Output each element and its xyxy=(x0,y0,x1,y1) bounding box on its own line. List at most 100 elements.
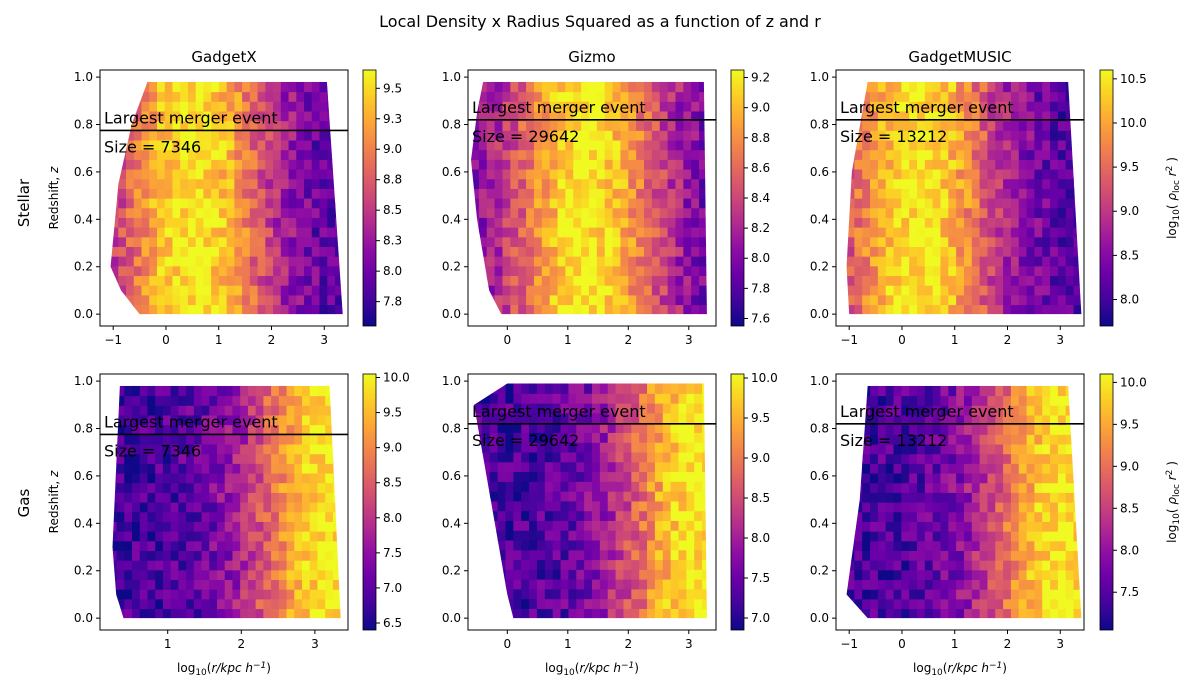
heatmap-cell xyxy=(702,500,707,512)
colorbar-tick-label: 9.5 xyxy=(1120,160,1139,174)
heatmap-cell xyxy=(573,159,582,170)
heatmap-cell xyxy=(474,461,483,473)
heatmap-cell xyxy=(963,453,973,464)
heatmap-cell xyxy=(654,481,664,492)
heatmap-cell xyxy=(133,120,143,131)
heatmap-cell xyxy=(486,304,496,315)
y-tick-label: 0.0 xyxy=(442,307,461,321)
heatmap-cell xyxy=(226,149,235,160)
heatmap-cell xyxy=(133,149,143,160)
y-tick-label: 0.0 xyxy=(810,307,829,321)
heatmap-cell xyxy=(565,149,574,160)
heatmap-cell xyxy=(552,383,562,394)
heatmap-cell xyxy=(494,236,504,247)
heatmap-cell xyxy=(242,294,251,306)
heatmap-cell xyxy=(255,560,264,571)
x-tick-label: 2 xyxy=(1004,637,1012,651)
heatmap-cell xyxy=(877,385,887,397)
heatmap-cell xyxy=(263,560,272,571)
heatmap-cell xyxy=(948,246,957,257)
heatmap-cell xyxy=(940,188,949,199)
heatmap-cell xyxy=(568,539,577,551)
heatmap-cell xyxy=(481,412,491,424)
heatmap-cell xyxy=(924,560,934,571)
heatmap-cell xyxy=(893,81,902,93)
heatmap-cell xyxy=(1042,531,1051,542)
heatmap-cell xyxy=(518,256,527,267)
heatmap-cell xyxy=(203,81,212,93)
heatmap-cell xyxy=(1057,579,1067,590)
heatmap-cell xyxy=(334,91,343,102)
heatmap-cell xyxy=(596,81,606,93)
heatmap-cell xyxy=(877,227,887,238)
heatmap-cell xyxy=(133,168,143,180)
heatmap-cell xyxy=(178,579,187,590)
heatmap-cell xyxy=(116,492,125,503)
heatmap-cell xyxy=(544,579,554,590)
heatmap-cell xyxy=(620,265,629,277)
heatmap-cell xyxy=(486,101,496,112)
heatmap-cell xyxy=(916,285,926,296)
heatmap-cell xyxy=(240,502,249,513)
heatmap-cell xyxy=(854,246,863,257)
heatmap-cell xyxy=(636,198,645,209)
heatmap-cell xyxy=(1003,424,1012,435)
heatmap-cell xyxy=(201,424,210,435)
heatmap-cell xyxy=(995,207,1004,218)
heatmap-cell xyxy=(971,424,981,435)
y-tick-label: 0.0 xyxy=(442,611,461,625)
heatmap-cell xyxy=(474,549,483,561)
heatmap-cell xyxy=(541,101,551,112)
heatmap-cell xyxy=(1034,265,1043,277)
heatmap-cell xyxy=(932,285,942,296)
heatmap-cell xyxy=(172,188,181,199)
heatmap-cell xyxy=(186,434,195,445)
heatmap-cell xyxy=(311,168,321,180)
heatmap-cell xyxy=(1042,139,1051,151)
heatmap-cell xyxy=(971,405,981,416)
heatmap-cell xyxy=(995,168,1004,180)
heatmap-cell xyxy=(636,101,645,112)
heatmap-cell xyxy=(265,168,274,180)
heatmap-cell xyxy=(544,569,554,580)
heatmap-cell xyxy=(670,598,680,609)
heatmap-cell xyxy=(846,608,855,619)
heatmap-cell xyxy=(1050,395,1059,406)
heatmap-cell xyxy=(686,598,695,609)
heatmap-cell xyxy=(526,188,535,199)
heatmap-cell xyxy=(916,207,926,218)
heatmap-cell xyxy=(1050,453,1059,464)
heatmap-cell xyxy=(209,569,218,581)
heatmap-cell xyxy=(924,294,934,306)
heatmap-cell xyxy=(592,471,601,482)
heatmap-cell xyxy=(870,569,879,581)
heatmap-cell xyxy=(631,510,640,521)
heatmap-cell xyxy=(309,463,319,474)
heatmap-cell xyxy=(683,227,692,238)
heatmap-cell xyxy=(273,178,282,189)
colorbar-tick-label: 9.0 xyxy=(1120,204,1139,218)
heatmap-cell xyxy=(885,453,895,464)
heatmap-cell xyxy=(557,275,566,286)
heatmap-cell xyxy=(247,531,257,542)
heatmap-cell xyxy=(683,130,692,141)
heatmap-cell xyxy=(296,236,305,247)
heatmap-cell xyxy=(862,598,871,610)
heatmap-cell xyxy=(678,500,687,512)
heatmap-cell xyxy=(304,91,313,102)
heatmap-cell xyxy=(474,608,483,619)
heatmap-cell xyxy=(486,149,496,160)
heatmap-cell xyxy=(1065,424,1075,435)
heatmap-cell xyxy=(217,560,226,571)
heatmap-cell xyxy=(478,120,488,131)
heatmap-cell xyxy=(271,550,280,561)
heatmap-cell xyxy=(1003,227,1012,238)
heatmap-cell xyxy=(678,608,687,619)
heatmap-cell xyxy=(620,304,629,315)
merger-size-label: Size = 7346 xyxy=(104,137,201,156)
heatmap-cell xyxy=(667,236,677,247)
heatmap-cell xyxy=(647,569,656,580)
heatmap-cell xyxy=(604,294,614,306)
heatmap-cell xyxy=(1073,443,1082,455)
heatmap-cell xyxy=(948,589,957,600)
